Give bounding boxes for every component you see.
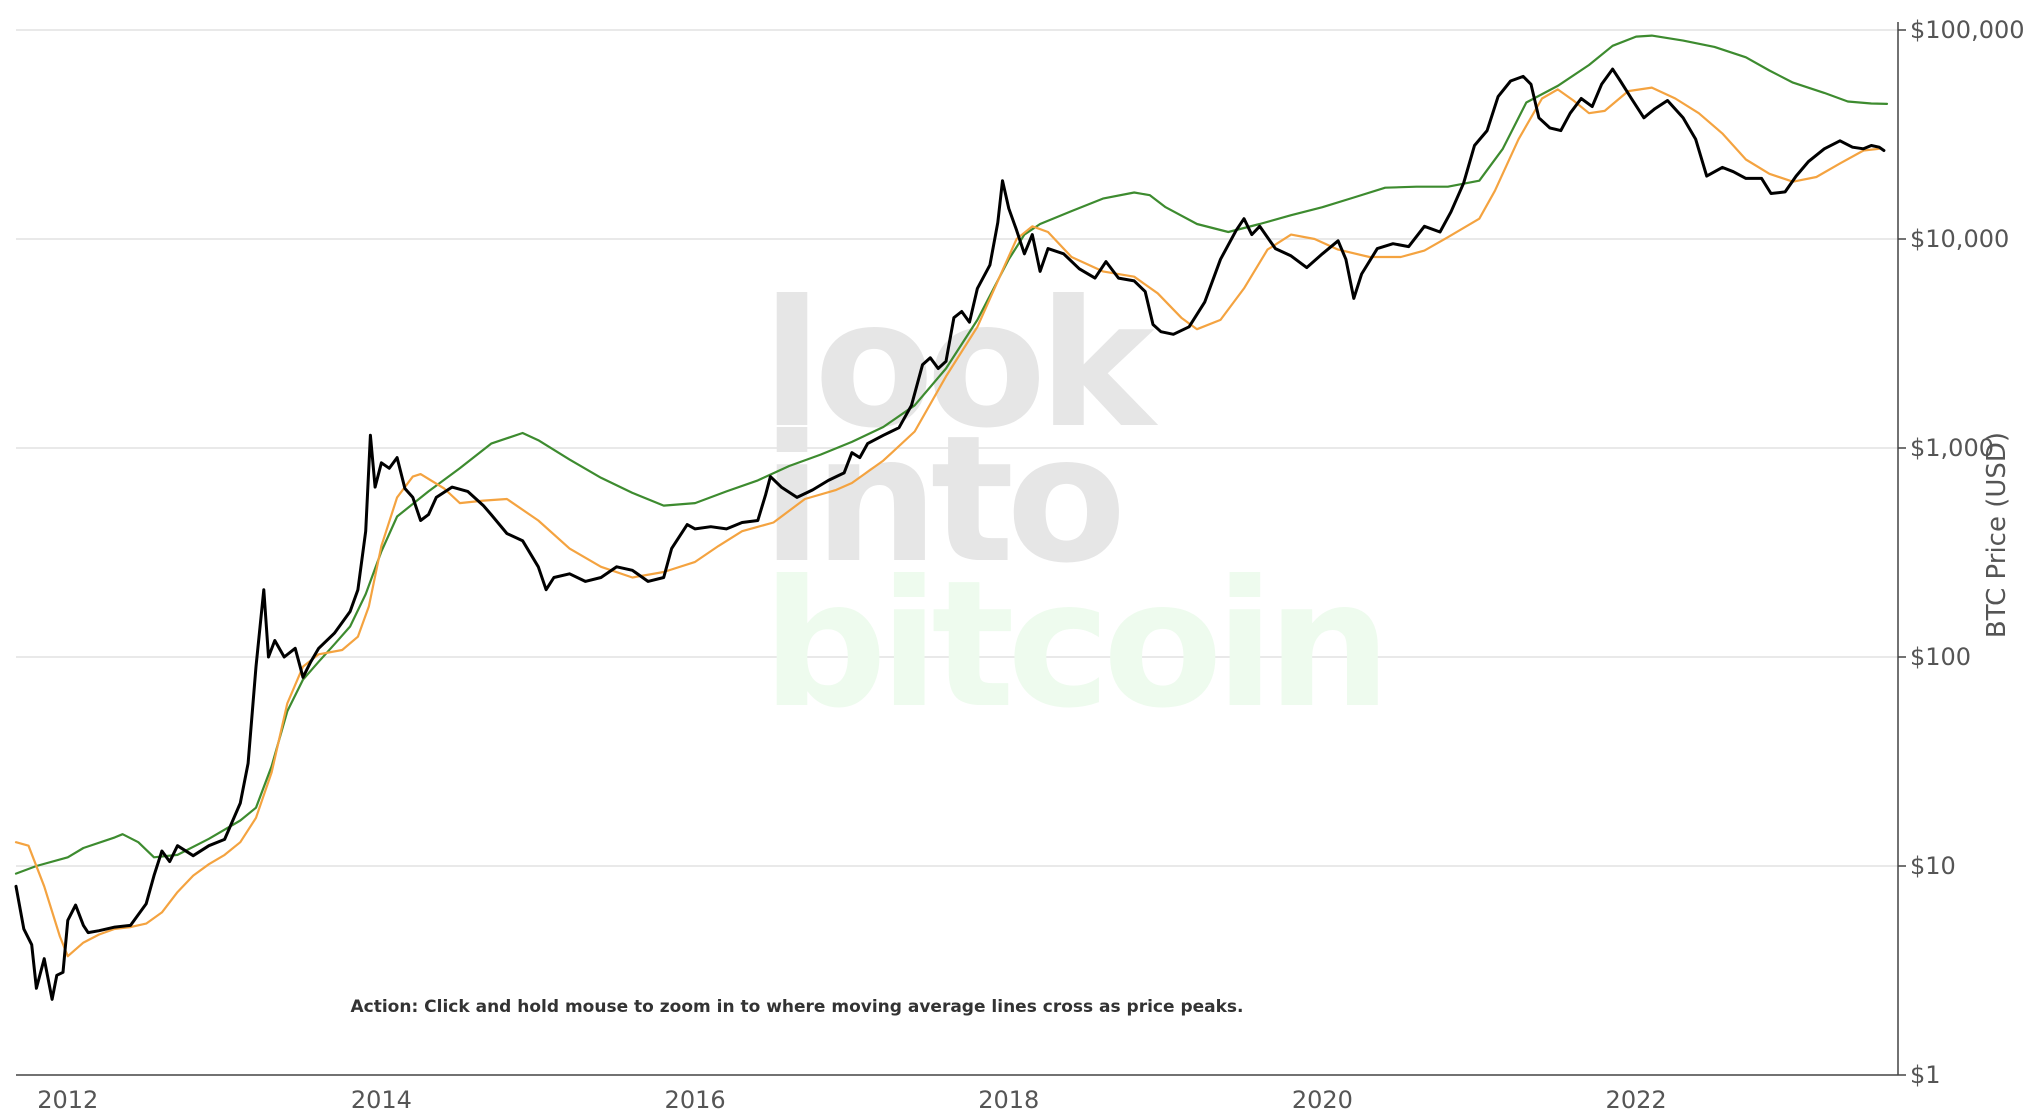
ma-orange-line[interactable] [14, 86, 1881, 958]
y-tick-label: $10 [1910, 852, 1956, 880]
y-axis-title: BTC Price (USD) [1982, 432, 2012, 638]
x-tick-label: 2020 [1292, 1086, 1353, 1114]
x-tick-label: 2014 [351, 1086, 412, 1114]
y-tick-label: $1 [1910, 1061, 1941, 1089]
watermark-word-into: into [762, 399, 1119, 602]
grid-layer [16, 29, 1898, 867]
x-tick-label: 2022 [1606, 1086, 1667, 1114]
zoom-instruction-annotation: Action: Click and hold mouse to zoom in … [350, 997, 1243, 1017]
y-tick-label: $1,000 [1910, 434, 1994, 462]
y-tick-label: $10,000 [1910, 225, 2009, 253]
x-tick-label: 2018 [978, 1086, 1039, 1114]
y-axis-ticks: $1 $10 $100 $1,000 $10,000 $100,000 [1898, 16, 2025, 1089]
btc-price-line[interactable] [14, 67, 1886, 1001]
y-tick-label: $100 [1910, 643, 1971, 671]
watermark-word-bitcoin: bitcoin [762, 544, 1383, 747]
x-axis-ticks: 2012 2014 2016 2018 2020 2022 [37, 1086, 1666, 1114]
x-tick-label: 2016 [665, 1086, 726, 1114]
y-tick-label: $100,000 [1910, 16, 2025, 44]
watermark-word-look: look [762, 264, 1158, 467]
axis-layer [16, 22, 1899, 1076]
series-layer[interactable] [14, 34, 1889, 1001]
x-tick-label: 2012 [37, 1086, 98, 1114]
watermark: look into bitcoin [762, 264, 1391, 747]
